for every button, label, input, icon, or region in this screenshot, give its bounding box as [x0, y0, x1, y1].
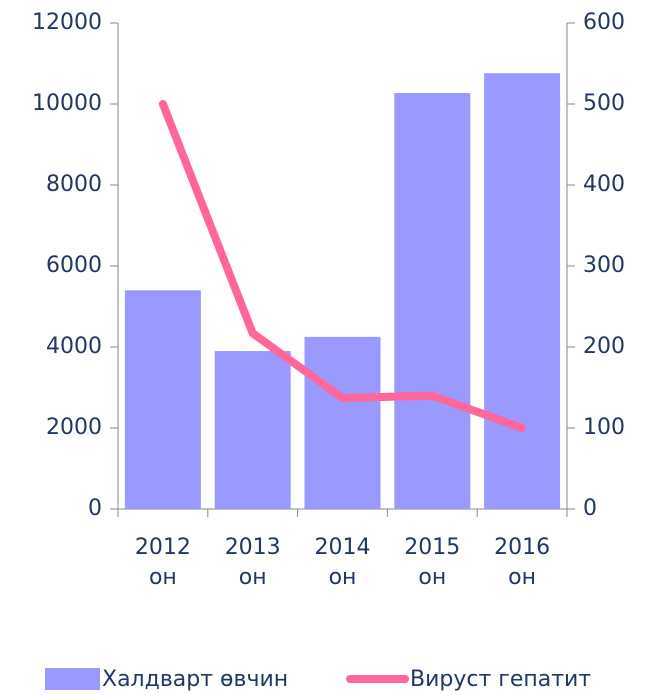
x-tick-label: 2014 он	[314, 535, 371, 590]
x-tick-label: 2015 он	[404, 535, 461, 590]
bar	[214, 351, 291, 509]
y2-tick-label: 500	[583, 91, 625, 116]
y2-tick-label: 400	[583, 172, 625, 197]
y-tick-label: 6000	[46, 253, 102, 278]
y-tick-label: 10000	[32, 91, 102, 116]
y2-tick-label: 300	[583, 253, 625, 278]
bar	[124, 290, 201, 509]
x-tick-label: 2013 он	[224, 535, 281, 590]
y-tick-label: 4000	[46, 334, 102, 359]
y-tick-label: 12000	[32, 10, 102, 35]
y2-tick-label: 0	[583, 496, 597, 521]
y-tick-label: 8000	[46, 172, 102, 197]
y2-tick-label: 200	[583, 334, 625, 359]
line	[158, 100, 527, 432]
y-tick-label: 2000	[46, 415, 102, 440]
bar	[484, 73, 561, 509]
x-tick-label: 2016 он	[494, 535, 551, 590]
legend-label: Вируст гепатит	[410, 667, 591, 692]
bar	[394, 93, 471, 509]
legend-swatch	[45, 668, 100, 690]
y2-tick-label: 100	[583, 415, 625, 440]
y2-tick-label: 600	[583, 10, 625, 35]
x-tick-label: 2012 он	[134, 535, 191, 590]
y-tick-label: 0	[88, 496, 102, 521]
legend-label: Халдварт өвчин	[102, 667, 288, 692]
bar	[304, 336, 381, 509]
